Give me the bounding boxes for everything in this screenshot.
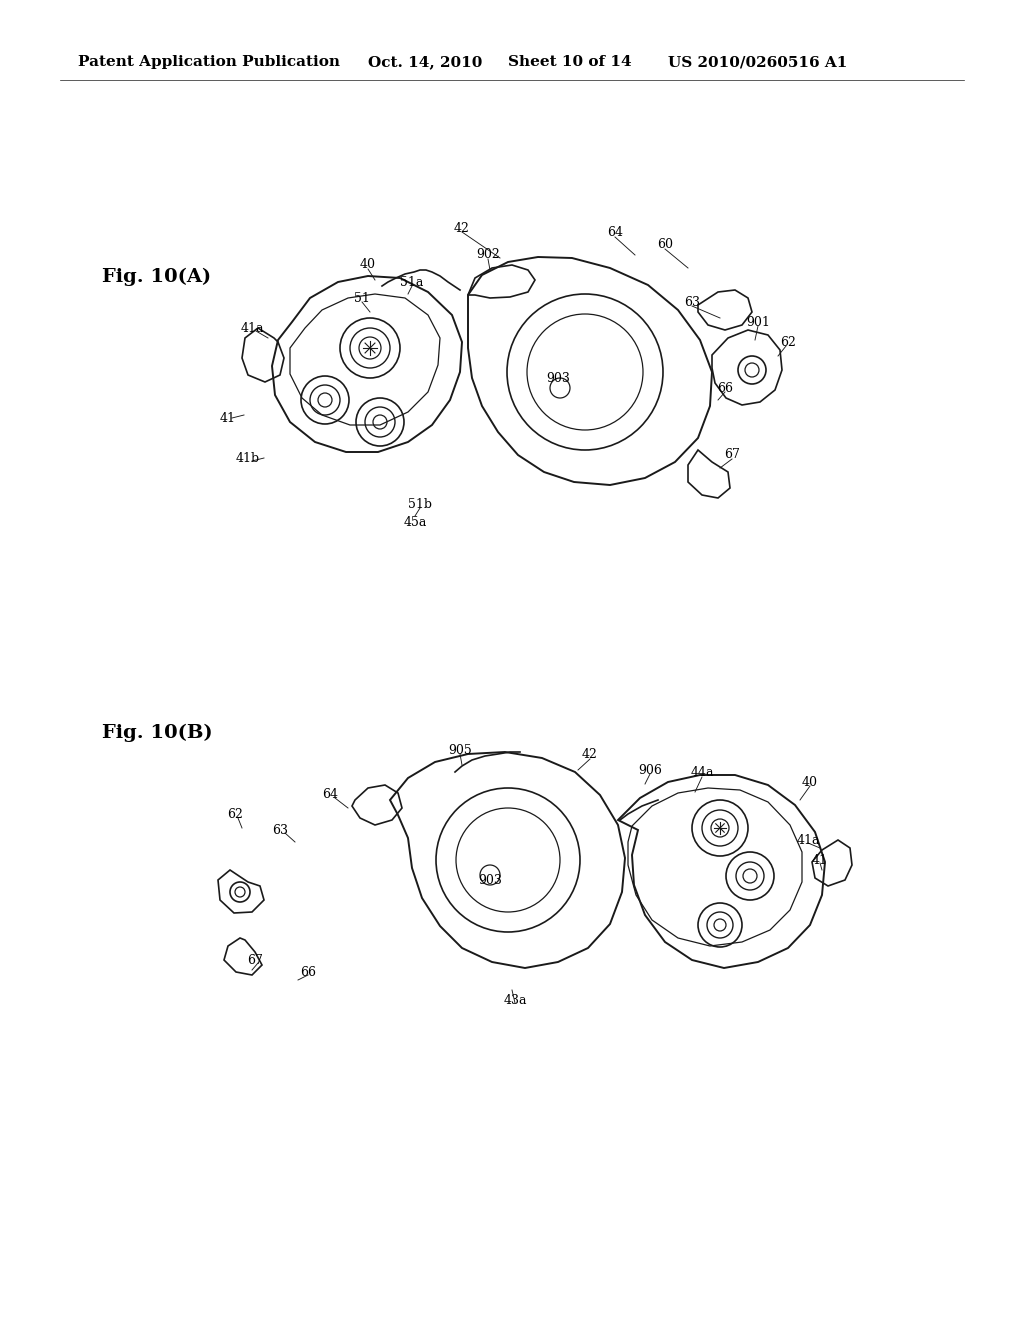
Text: 51b: 51b [408,498,432,511]
Text: 41a: 41a [797,833,820,846]
Text: 51: 51 [354,292,370,305]
Text: 903: 903 [478,874,502,887]
Text: 903: 903 [546,371,570,384]
Text: 41: 41 [220,412,236,425]
Text: 51a: 51a [400,276,424,289]
Text: 41a: 41a [241,322,264,334]
Text: 60: 60 [657,239,673,252]
Text: 43a: 43a [503,994,526,1006]
Text: Fig. 10(A): Fig. 10(A) [102,268,211,286]
Text: Oct. 14, 2010: Oct. 14, 2010 [368,55,482,69]
Text: 62: 62 [780,335,796,348]
Text: Sheet 10 of 14: Sheet 10 of 14 [508,55,632,69]
Text: 44a: 44a [690,767,714,780]
Text: US 2010/0260516 A1: US 2010/0260516 A1 [668,55,848,69]
Text: 62: 62 [227,808,243,821]
Text: 40: 40 [802,776,818,788]
Text: 63: 63 [272,824,288,837]
Text: 902: 902 [476,248,500,261]
Text: 906: 906 [638,763,662,776]
Text: 901: 901 [746,315,770,329]
Text: 67: 67 [724,449,740,462]
Text: 40: 40 [360,259,376,272]
Text: 66: 66 [300,965,316,978]
Text: 63: 63 [684,296,700,309]
Text: 45a: 45a [403,516,427,528]
Text: Patent Application Publication: Patent Application Publication [78,55,340,69]
Text: 64: 64 [607,227,623,239]
Text: 64: 64 [322,788,338,801]
Text: 66: 66 [717,381,733,395]
Text: 67: 67 [247,953,263,966]
Text: Fig. 10(B): Fig. 10(B) [102,723,213,742]
Text: 41: 41 [812,854,828,866]
Text: 42: 42 [454,222,470,235]
Text: 905: 905 [449,743,472,756]
Text: 41b: 41b [236,451,260,465]
Text: 42: 42 [582,748,598,762]
